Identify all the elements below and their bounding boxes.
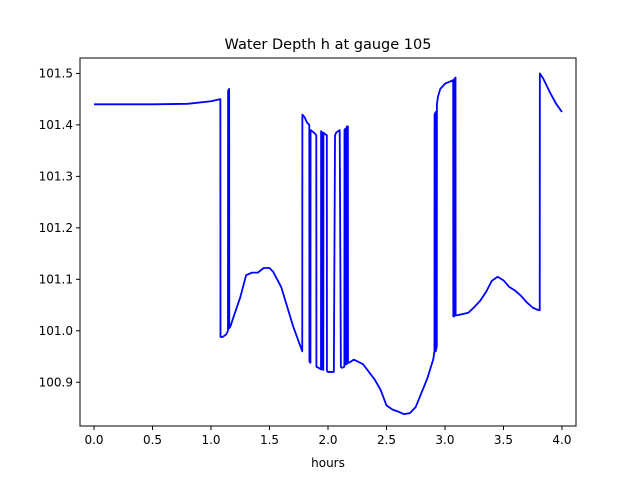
x-tick-label: 1.5 [260, 433, 279, 447]
y-tick-label: 101.4 [39, 118, 73, 132]
x-axis-label: hours [311, 456, 345, 470]
series-layer [94, 72, 563, 416]
plot-background [80, 58, 576, 426]
y-tick-label: 100.9 [39, 375, 73, 389]
y-axis: 100.9 101.0 101.1 101.2 101.3 101.4 101.5 [39, 66, 80, 389]
y-tick-label: 101.0 [39, 324, 73, 338]
chart-title: Water Depth h at gauge 105 [225, 37, 432, 53]
plot-area [79, 57, 577, 427]
x-tick-label: 3.0 [435, 433, 454, 447]
x-axis: 0.0 0.5 1.0 1.5 2.0 2.5 3.0 3.5 4.0 [84, 426, 572, 447]
x-tick-label: 0.5 [143, 433, 162, 447]
y-tick-label: 101.2 [39, 221, 73, 235]
series-line-0 [94, 72, 563, 416]
x-tick-label: 3.5 [494, 433, 513, 447]
x-tick-label: 2.0 [318, 433, 337, 447]
x-tick-label: 4.0 [552, 433, 571, 447]
y-tick-label: 101.1 [39, 272, 73, 286]
x-tick-label: 1.0 [201, 433, 220, 447]
x-tick-label: 2.5 [377, 433, 396, 447]
y-tick-label: 101.5 [39, 66, 73, 80]
y-tick-label: 101.3 [39, 169, 73, 183]
x-tick-label: 0.0 [84, 433, 103, 447]
